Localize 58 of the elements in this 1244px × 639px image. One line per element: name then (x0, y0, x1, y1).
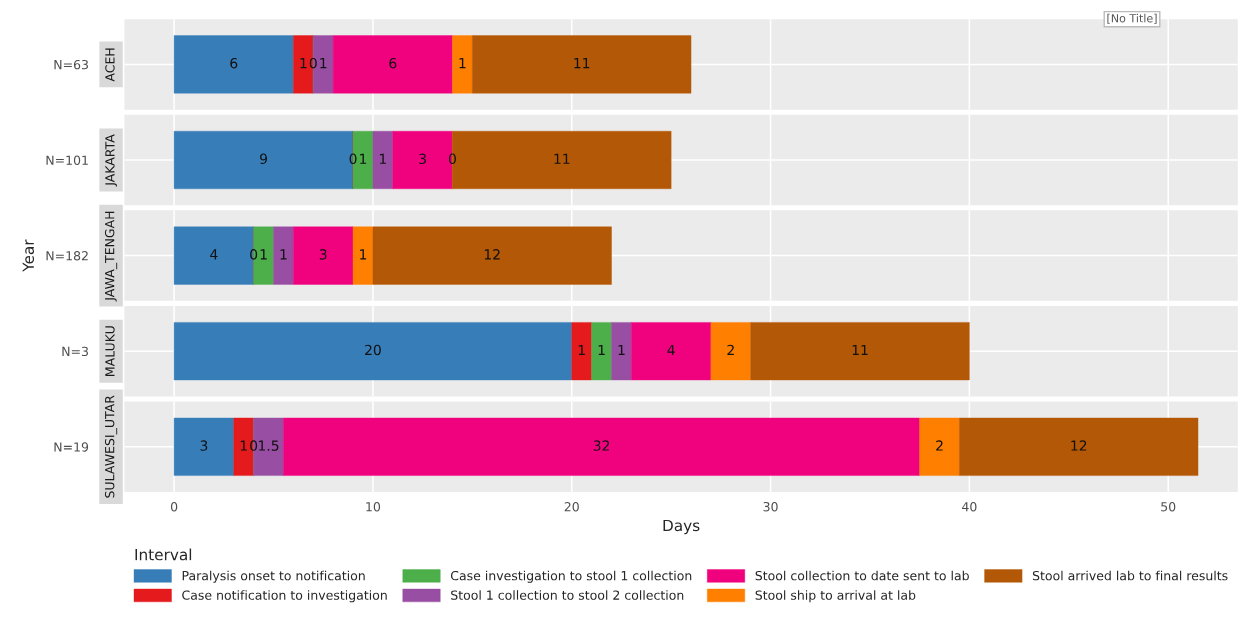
data-label: 1 (618, 344, 625, 356)
y-tick-label: N=63 (54, 59, 88, 70)
data-label: 1.5 (259, 440, 279, 451)
data-label: 20 (365, 344, 381, 356)
text: SULAWESI_UTAR (104, 395, 118, 498)
x-tick-label: 20 (564, 501, 579, 512)
data-label: 1 (598, 344, 605, 356)
data-label: 1 (459, 58, 466, 69)
data-label: 11 (852, 344, 868, 356)
data-label: 1 (360, 249, 367, 260)
data-label: 1 (300, 58, 307, 69)
x-tick-label: 10 (366, 501, 381, 512)
x-tick-label: 50 (1161, 501, 1176, 512)
y-tick-label: N=182 (46, 251, 88, 261)
text: [No Title] (1107, 13, 1157, 24)
y-tick-label: N=19 (54, 442, 89, 452)
text: ACEH (105, 48, 115, 82)
legend-label: Case notification to investigation (182, 590, 387, 603)
data-label: 12 (484, 249, 500, 260)
data-label: 1 (280, 249, 287, 260)
data-label: 2 (727, 344, 734, 356)
legend-label: Stool 1 collection to stool 2 collection (451, 590, 684, 600)
data-label: 3 (200, 440, 208, 451)
data-label: 12 (1071, 440, 1087, 451)
legend-label: Case investigation to stool 1 collection (450, 570, 692, 583)
data-label: 11 (574, 58, 590, 69)
data-label: 1 (320, 58, 327, 69)
data-label: 32 (593, 440, 610, 451)
legend-label: Paralysis onset to notification (182, 570, 365, 583)
data-label: 9 (260, 153, 268, 165)
y-tick-label: N=3 (62, 346, 88, 357)
data-label: 4 (210, 249, 218, 260)
y-axis-title: Year (22, 239, 34, 272)
legend-label: Stool ship to arrival at lab (755, 590, 916, 603)
x-axis-title: Days (663, 519, 700, 535)
y-tick-label: N=101 (46, 155, 88, 165)
data-label: 1 (240, 440, 247, 451)
data-label: 11 (554, 153, 570, 164)
x-tick-label: 0 (170, 501, 178, 512)
data-label: 4 (667, 344, 675, 356)
text: JAKARTA (105, 134, 117, 187)
data-label: 1 (379, 153, 386, 164)
data-label: 3 (319, 249, 327, 260)
x-tick-label: 40 (962, 501, 977, 512)
data-label: 1 (260, 249, 267, 260)
data-label: 6 (230, 57, 238, 69)
data-label: 2 (936, 440, 943, 451)
legend-label: Stool arrived lab to final results (1032, 570, 1228, 581)
legend-title: Interval (135, 548, 192, 561)
x-tick-label: 30 (763, 501, 778, 512)
text: JAWA_TENGAH (104, 211, 118, 302)
data-label: 1 (360, 153, 367, 164)
data-label: 6 (389, 57, 397, 69)
data-label: 1 (578, 344, 585, 356)
text: MALUKU (105, 326, 115, 376)
data-label: 3 (419, 153, 426, 165)
legend-label: Stool collection to date sent to lab (755, 570, 969, 581)
data-label: 0 (309, 57, 317, 69)
